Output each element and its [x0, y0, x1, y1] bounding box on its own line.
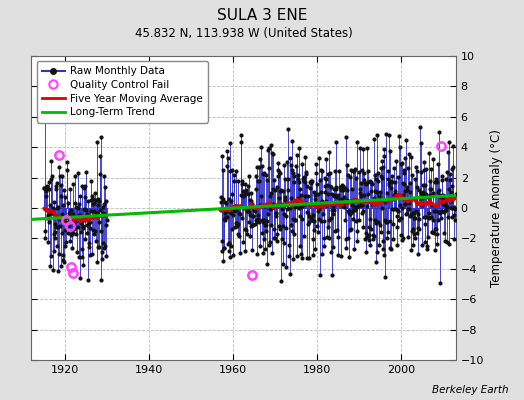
Legend: Raw Monthly Data, Quality Control Fail, Five Year Moving Average, Long-Term Tren: Raw Monthly Data, Quality Control Fail, … — [37, 61, 208, 122]
Y-axis label: Temperature Anomaly (°C): Temperature Anomaly (°C) — [489, 129, 503, 287]
Text: Berkeley Earth: Berkeley Earth — [432, 385, 508, 395]
Text: SULA 3 ENE: SULA 3 ENE — [217, 8, 307, 23]
Title: 45.832 N, 113.938 W (United States): 45.832 N, 113.938 W (United States) — [135, 26, 353, 40]
